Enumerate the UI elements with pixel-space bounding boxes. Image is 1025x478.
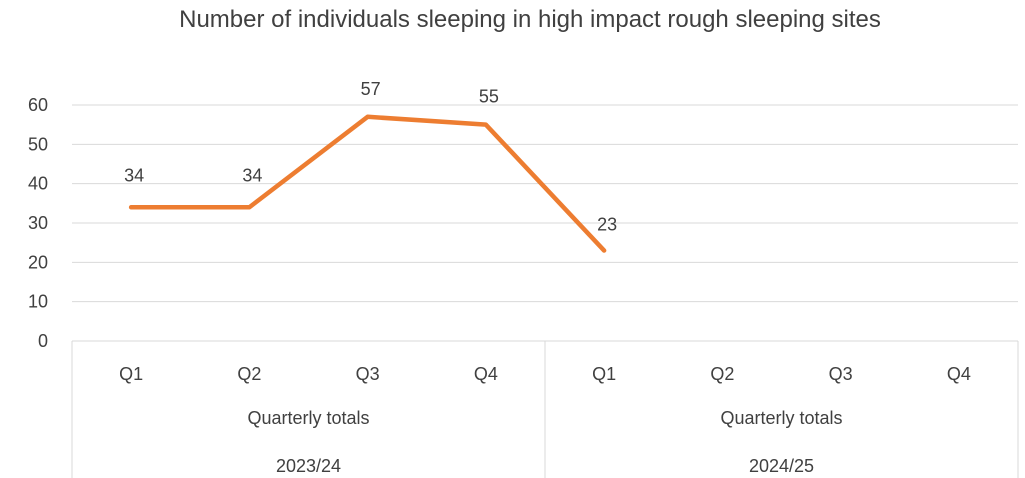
x-tick-label: Q3	[829, 364, 853, 384]
gridlines	[72, 105, 1018, 302]
x-tick-label: Q4	[474, 364, 498, 384]
x-period-label: 2024/25	[749, 456, 814, 476]
x-tick-label: Q4	[947, 364, 971, 384]
data-labels: 34 34 57 55 23	[124, 79, 617, 235]
y-tick-label: 40	[28, 174, 48, 194]
data-label: 23	[597, 215, 617, 235]
x-axis	[72, 341, 1018, 478]
x-tick-label: Q3	[356, 364, 380, 384]
y-axis-ticks: 0 10 20 30 40 50 60	[28, 95, 48, 351]
y-tick-label: 30	[28, 213, 48, 233]
y-tick-label: 50	[28, 134, 48, 154]
x-tick-label: Q1	[119, 364, 143, 384]
x-tick-label: Q2	[237, 364, 261, 384]
y-tick-label: 0	[38, 331, 48, 351]
x-period-label: 2023/24	[276, 456, 341, 476]
x-group-label: Quarterly totals	[720, 408, 842, 428]
data-label: 55	[479, 87, 499, 107]
data-label: 57	[361, 79, 381, 99]
y-tick-label: 10	[28, 292, 48, 312]
x-tick-label: Q1	[592, 364, 616, 384]
y-tick-label: 20	[28, 252, 48, 272]
x-tick-label: Q2	[710, 364, 734, 384]
y-tick-label: 60	[28, 95, 48, 115]
data-label: 34	[124, 165, 144, 185]
data-label: 34	[242, 165, 262, 185]
x-group-label: Quarterly totals	[247, 408, 369, 428]
